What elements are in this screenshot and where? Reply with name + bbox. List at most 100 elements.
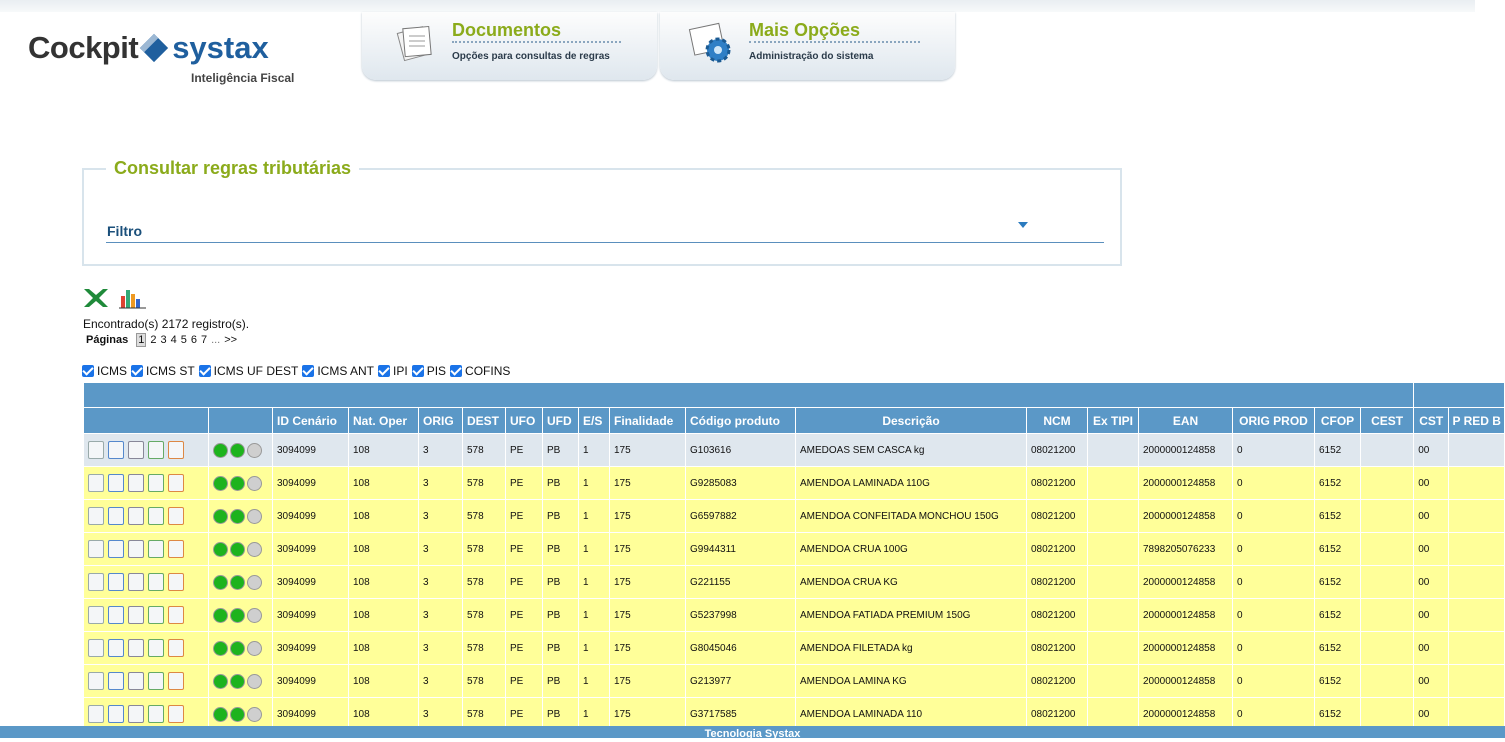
action-icon[interactable] [128, 672, 144, 690]
column-header[interactable]: EAN [1138, 407, 1233, 434]
action-icon[interactable] [148, 540, 164, 558]
action-icon[interactable] [108, 672, 124, 690]
action-icon[interactable] [88, 474, 104, 492]
action-icon[interactable] [88, 441, 104, 459]
action-icon[interactable] [88, 705, 104, 723]
tax-checkbox[interactable]: ICMS [82, 364, 127, 378]
action-icon[interactable] [128, 705, 144, 723]
status-cell [208, 466, 273, 500]
action-icon[interactable] [128, 573, 144, 591]
action-icon[interactable] [168, 705, 184, 723]
action-icon[interactable] [148, 573, 164, 591]
filter-label[interactable]: Filtro [107, 223, 142, 239]
action-icon[interactable] [148, 441, 164, 459]
column-header[interactable]: P RED B [1448, 407, 1505, 434]
checkbox[interactable] [302, 365, 315, 377]
action-icon[interactable] [108, 573, 124, 591]
table-cell: 00 [1413, 532, 1450, 566]
action-icon[interactable] [88, 639, 104, 657]
tax-checkbox[interactable]: COFINS [450, 364, 510, 378]
page-link[interactable]: 2 [150, 334, 157, 346]
checkbox[interactable] [450, 365, 463, 377]
column-header[interactable]: Finalidade [609, 407, 686, 434]
action-icon[interactable] [88, 540, 104, 558]
page-next[interactable]: >> [224, 334, 238, 346]
action-icon[interactable] [128, 639, 144, 657]
action-icon[interactable] [108, 474, 124, 492]
page-link[interactable]: 5 [180, 334, 187, 346]
page-link[interactable]: 6 [190, 334, 197, 346]
action-icon[interactable] [168, 639, 184, 657]
action-icon[interactable] [148, 507, 164, 525]
checkbox[interactable] [131, 365, 143, 377]
column-header[interactable]: E/S [578, 407, 610, 434]
action-icon[interactable] [108, 639, 124, 657]
checkbox-label: ICMS ANT [317, 364, 375, 378]
checkbox-label: PIS [426, 364, 447, 378]
action-icon[interactable] [128, 540, 144, 558]
checkbox[interactable] [198, 365, 211, 377]
action-icon[interactable] [148, 639, 164, 657]
column-header[interactable]: Código produto [685, 407, 796, 434]
action-icon[interactable] [148, 672, 164, 690]
action-icon[interactable] [128, 474, 144, 492]
column-header[interactable]: DEST [462, 407, 506, 434]
action-cell [83, 466, 209, 500]
chart-button[interactable] [119, 290, 146, 309]
action-icon[interactable] [88, 507, 104, 525]
action-icon[interactable] [108, 441, 124, 459]
column-header[interactable]: Descrição [795, 407, 1027, 434]
checkbox[interactable] [411, 365, 424, 377]
action-icon[interactable] [128, 507, 144, 525]
action-icon[interactable] [108, 705, 124, 723]
checkbox[interactable] [82, 365, 94, 377]
column-header[interactable]: UFO [505, 407, 543, 434]
action-icon[interactable] [148, 474, 164, 492]
page-link[interactable]: 3 [160, 334, 167, 346]
column-header[interactable]: ORIG PROD [1232, 407, 1315, 434]
column-header[interactable]: CFOP [1314, 407, 1361, 434]
excel-export[interactable] [84, 289, 108, 307]
table-cell: 108 [348, 598, 419, 632]
tax-checkbox[interactable]: PIS [411, 364, 447, 378]
action-icon[interactable] [108, 507, 124, 525]
action-icon[interactable] [168, 474, 184, 492]
action-icon[interactable] [168, 606, 184, 624]
column-header[interactable]: CST [1413, 407, 1450, 434]
tax-checkbox[interactable]: ICMS ST [131, 364, 195, 378]
nav-tab[interactable]: Mais Opções Administração do sistema [660, 12, 955, 80]
tax-checkbox[interactable]: ICMS ANT [302, 364, 374, 378]
page-link[interactable]: 7 [200, 334, 208, 346]
action-icon[interactable] [88, 573, 104, 591]
table-cell: PE [505, 664, 543, 698]
table-cell: 0 [1232, 598, 1315, 632]
action-icon[interactable] [108, 540, 124, 558]
column-header[interactable]: UFD [542, 407, 579, 434]
action-icon[interactable] [108, 606, 124, 624]
dropdown-arrow[interactable] [1018, 222, 1028, 228]
column-header[interactable]: Nat. Oper [348, 407, 419, 434]
tax-checkbox[interactable]: IPI [378, 364, 408, 378]
action-icon[interactable] [88, 606, 104, 624]
page-link[interactable]: 1 [136, 333, 147, 347]
column-header[interactable]: ID Cenário [272, 407, 349, 434]
action-icon[interactable] [148, 606, 164, 624]
column-header[interactable]: CEST [1359, 407, 1415, 434]
action-icon[interactable] [128, 441, 144, 459]
action-icon[interactable] [168, 573, 184, 591]
action-icon[interactable] [168, 540, 184, 558]
column-header[interactable]: ORIG [418, 407, 463, 434]
page-link[interactable]: 4 [170, 334, 177, 346]
action-icon[interactable] [168, 507, 184, 525]
column-header[interactable]: Ex TIPI [1087, 407, 1139, 434]
logo[interactable]: Cockpit systax [28, 30, 269, 66]
action-icon[interactable] [128, 606, 144, 624]
action-icon[interactable] [168, 672, 184, 690]
tax-checkbox[interactable]: ICMS UF DEST [198, 364, 298, 378]
nav-tab[interactable]: Documentos Opções para consultas de regr… [362, 12, 657, 80]
action-icon[interactable] [88, 672, 104, 690]
column-header[interactable]: NCM [1026, 407, 1088, 434]
action-icon[interactable] [148, 705, 164, 723]
action-icon[interactable] [168, 441, 184, 459]
checkbox[interactable] [378, 365, 391, 377]
